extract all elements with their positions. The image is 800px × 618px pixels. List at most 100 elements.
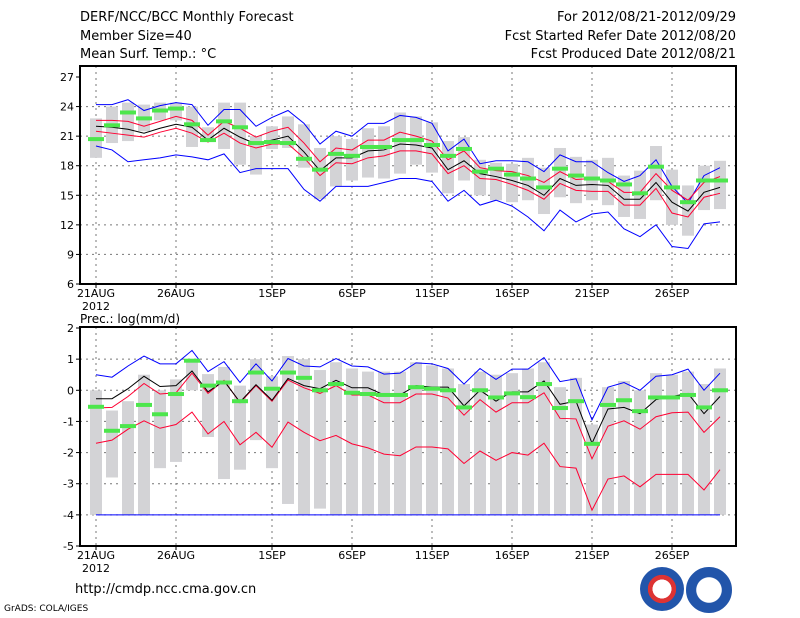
observation-mark bbox=[584, 176, 600, 181]
y-tick-label: 24 bbox=[60, 101, 74, 114]
range-bar bbox=[490, 162, 502, 201]
precip-title: Prec.: log(mm/d) bbox=[80, 312, 181, 326]
observation-mark bbox=[104, 123, 120, 128]
x-tick-label: 26AUG bbox=[157, 287, 195, 300]
range-bar bbox=[106, 410, 118, 478]
observation-mark bbox=[88, 137, 104, 142]
range-bar bbox=[474, 159, 486, 196]
range-bar bbox=[266, 376, 278, 469]
observation-mark bbox=[136, 116, 152, 121]
ensemble-mean-line bbox=[95, 123, 721, 212]
x-tick-label: 11SEP bbox=[415, 549, 450, 562]
observation-mark bbox=[504, 172, 520, 177]
observation-mark bbox=[120, 110, 136, 115]
observation-mark bbox=[568, 173, 584, 178]
range-bar bbox=[538, 167, 550, 215]
observation-mark bbox=[264, 386, 280, 391]
x-tick-label: 16SEP bbox=[495, 549, 530, 562]
range-bar bbox=[522, 368, 534, 515]
upper-line bbox=[95, 372, 721, 461]
range-bar bbox=[586, 424, 598, 515]
y-tick-label: -1 bbox=[63, 415, 74, 428]
x-tick-label: 1SEP bbox=[258, 287, 286, 300]
range-bar bbox=[698, 165, 710, 211]
y-tick-label: 15 bbox=[60, 189, 74, 202]
observation-mark bbox=[152, 108, 168, 113]
observation-mark bbox=[264, 140, 280, 145]
observation-mark bbox=[312, 388, 328, 393]
range-bar bbox=[154, 390, 166, 469]
range-bar bbox=[298, 124, 310, 168]
x-tick-label: 21SEP bbox=[575, 287, 610, 300]
range-bar bbox=[90, 390, 102, 515]
observation-mark bbox=[456, 146, 472, 151]
observation-mark bbox=[296, 156, 312, 161]
range-bar bbox=[378, 126, 390, 179]
range-bar bbox=[314, 147, 326, 200]
observation-mark bbox=[360, 144, 376, 149]
observation-mark bbox=[168, 392, 184, 397]
observation-mark bbox=[328, 151, 344, 156]
ncc-logo bbox=[686, 567, 732, 613]
x-tick-label: 26SEP bbox=[655, 287, 690, 300]
min-line bbox=[95, 145, 721, 250]
observation-mark bbox=[440, 388, 456, 393]
plot-frame bbox=[79, 326, 737, 547]
observation-mark bbox=[712, 388, 728, 393]
observation-mark bbox=[280, 370, 296, 375]
range-bar bbox=[282, 356, 294, 504]
y-tick-label: 18 bbox=[60, 160, 74, 173]
observation-mark bbox=[680, 392, 696, 397]
y-tick-label: -5 bbox=[63, 540, 74, 553]
forecast-period: For 2012/08/21-2012/09/29 bbox=[557, 10, 736, 25]
observation-mark bbox=[408, 385, 424, 390]
range-bar bbox=[218, 366, 230, 480]
observation-mark bbox=[696, 405, 712, 410]
range-bar bbox=[138, 374, 150, 515]
observation-mark bbox=[104, 428, 120, 433]
x-tick-label: 26AUG bbox=[157, 549, 195, 562]
range-bar bbox=[250, 359, 262, 441]
observation-mark bbox=[648, 395, 664, 400]
range-bar bbox=[442, 368, 454, 515]
y-tick-label: -2 bbox=[63, 447, 74, 460]
x-tick-label: 16SEP bbox=[495, 287, 530, 300]
observation-mark bbox=[616, 182, 632, 187]
footer-url: http://cmdp.ncc.cma.gov.cn bbox=[75, 582, 257, 597]
observation-mark bbox=[392, 138, 408, 143]
observation-mark bbox=[200, 138, 216, 143]
range-bar bbox=[186, 360, 198, 391]
range-bar bbox=[538, 362, 550, 515]
range-bar bbox=[346, 368, 358, 515]
range-bar bbox=[602, 387, 614, 515]
observation-mark bbox=[232, 125, 248, 130]
observation-mark bbox=[376, 392, 392, 397]
y-tick-label: 2 bbox=[67, 322, 74, 335]
observation-mark bbox=[360, 392, 376, 397]
observation-mark bbox=[200, 383, 216, 388]
observation-mark bbox=[600, 178, 616, 183]
range-bar bbox=[346, 139, 358, 181]
variable-label: Mean Surf. Temp.: °C bbox=[80, 47, 217, 62]
observation-mark bbox=[600, 402, 616, 407]
range-bar bbox=[682, 371, 694, 515]
range-bar bbox=[458, 137, 470, 181]
range-bar bbox=[714, 160, 726, 210]
observation-mark bbox=[664, 185, 680, 190]
lower-line bbox=[95, 127, 721, 218]
x-tick-label: 21AUG bbox=[77, 287, 115, 300]
range-bar bbox=[714, 368, 726, 515]
observation-mark bbox=[136, 402, 152, 407]
range-bar bbox=[250, 136, 262, 175]
observation-mark bbox=[376, 144, 392, 149]
observation-mark bbox=[312, 167, 328, 172]
observation-mark bbox=[552, 406, 568, 411]
y-tick-label: 0 bbox=[67, 384, 74, 397]
x-tick-label: 1SEP bbox=[258, 549, 286, 562]
observation-mark bbox=[632, 409, 648, 414]
range-bar bbox=[554, 387, 566, 515]
observation-mark bbox=[584, 441, 600, 446]
observation-mark bbox=[472, 169, 488, 174]
observation-mark bbox=[328, 382, 344, 387]
range-bar bbox=[362, 371, 374, 515]
